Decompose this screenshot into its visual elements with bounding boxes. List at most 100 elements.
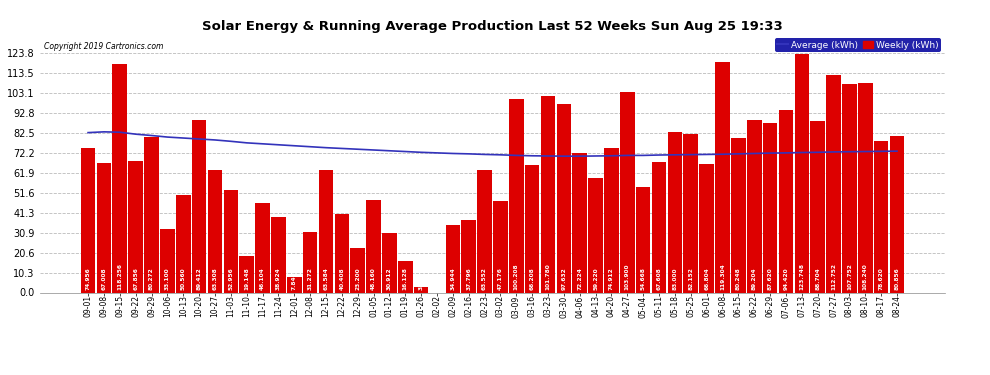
Text: 48.160: 48.160 (371, 267, 376, 290)
Bar (97, 163, 111, 292)
Text: 38.924: 38.924 (276, 267, 281, 290)
Text: 63.584: 63.584 (324, 267, 329, 290)
Text: 97.632: 97.632 (561, 267, 566, 290)
Text: 89.204: 89.204 (751, 267, 756, 290)
Bar (493, 201, 508, 292)
Bar (145, 138, 158, 292)
Text: 74.956: 74.956 (85, 267, 90, 290)
Bar (446, 225, 460, 292)
Bar (746, 120, 761, 292)
Bar (731, 138, 745, 292)
Bar (271, 217, 286, 292)
Bar (414, 286, 429, 292)
Bar (667, 132, 682, 292)
Text: 63.308: 63.308 (213, 267, 218, 290)
Bar (779, 110, 793, 292)
Bar (81, 148, 95, 292)
Bar (208, 170, 222, 292)
Text: 3.012: 3.012 (419, 271, 424, 290)
Text: 33.100: 33.100 (165, 267, 170, 290)
Bar (350, 248, 365, 292)
Bar (129, 162, 143, 292)
Text: 23.200: 23.200 (355, 267, 360, 290)
Bar (874, 141, 888, 292)
Text: 101.780: 101.780 (545, 263, 550, 290)
Text: 87.620: 87.620 (767, 267, 772, 290)
Bar (224, 190, 239, 292)
Bar (683, 134, 698, 292)
Bar (572, 153, 587, 292)
Text: 80.248: 80.248 (736, 267, 741, 290)
Legend: Average (kWh), Weekly (kWh): Average (kWh), Weekly (kWh) (775, 38, 940, 52)
Bar (795, 54, 809, 292)
Text: 66.208: 66.208 (530, 267, 535, 290)
Text: 108.240: 108.240 (862, 263, 868, 290)
Text: 19.148: 19.148 (245, 267, 249, 290)
Text: 46.104: 46.104 (260, 267, 265, 290)
Text: 82.152: 82.152 (688, 267, 693, 290)
Text: 47.176: 47.176 (498, 267, 503, 290)
Text: 123.748: 123.748 (799, 262, 804, 290)
Bar (160, 229, 174, 292)
Text: 67.608: 67.608 (656, 267, 661, 290)
Text: 80.856: 80.856 (895, 267, 900, 290)
Bar (588, 178, 603, 292)
Text: 72.224: 72.224 (577, 267, 582, 290)
Bar (651, 162, 666, 292)
Bar (176, 195, 190, 292)
Text: 37.796: 37.796 (466, 267, 471, 290)
Text: 67.856: 67.856 (133, 267, 139, 290)
Text: 118.256: 118.256 (117, 262, 123, 290)
Text: 100.208: 100.208 (514, 263, 519, 290)
Bar (366, 200, 381, 292)
Bar (604, 148, 619, 292)
Text: 107.752: 107.752 (846, 263, 852, 290)
Bar (255, 204, 270, 292)
Text: 59.220: 59.220 (593, 267, 598, 290)
Bar (890, 136, 904, 292)
Bar (509, 99, 524, 292)
Text: 119.304: 119.304 (720, 263, 725, 290)
Text: 30.912: 30.912 (387, 267, 392, 290)
Bar (525, 165, 540, 292)
Text: 66.804: 66.804 (704, 267, 709, 290)
Text: 7.840: 7.840 (292, 271, 297, 290)
Text: 34.944: 34.944 (450, 267, 455, 290)
Text: Copyright 2019 Cartronics.com: Copyright 2019 Cartronics.com (45, 42, 163, 51)
Bar (827, 75, 841, 292)
Bar (192, 120, 206, 292)
Text: 52.956: 52.956 (229, 267, 234, 290)
Bar (303, 232, 318, 292)
Bar (113, 64, 127, 292)
Bar (240, 255, 254, 292)
Bar (461, 219, 476, 292)
Bar (319, 170, 334, 292)
Text: 63.552: 63.552 (482, 267, 487, 290)
Bar (477, 170, 492, 292)
Text: 112.752: 112.752 (831, 262, 836, 290)
Bar (382, 233, 397, 292)
Text: 74.912: 74.912 (609, 267, 614, 290)
Text: 89.412: 89.412 (197, 267, 202, 290)
Bar (398, 261, 413, 292)
Text: 54.668: 54.668 (641, 267, 645, 290)
Bar (811, 121, 825, 292)
Bar (287, 278, 302, 292)
Bar (842, 84, 856, 292)
Text: 40.408: 40.408 (340, 267, 345, 290)
Text: 88.704: 88.704 (815, 267, 820, 290)
Bar (715, 62, 730, 292)
Text: 83.000: 83.000 (672, 267, 677, 290)
Text: 80.272: 80.272 (149, 267, 154, 290)
Text: 16.128: 16.128 (403, 267, 408, 290)
Text: 103.900: 103.900 (625, 263, 630, 290)
Bar (858, 84, 872, 292)
Bar (763, 123, 777, 292)
Text: 50.560: 50.560 (181, 267, 186, 290)
Text: 94.420: 94.420 (783, 267, 788, 290)
Text: 67.008: 67.008 (101, 267, 107, 290)
Bar (636, 187, 650, 292)
Text: 31.272: 31.272 (308, 267, 313, 290)
Text: 78.620: 78.620 (878, 267, 884, 290)
Title: Solar Energy & Running Average Production Last 52 Weeks Sun Aug 25 19:33: Solar Energy & Running Average Productio… (202, 20, 783, 33)
